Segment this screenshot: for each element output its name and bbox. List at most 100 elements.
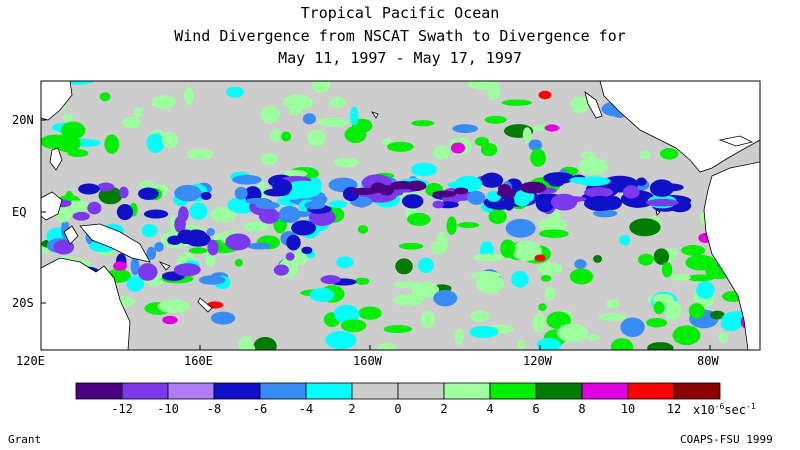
field-patch	[410, 162, 438, 177]
field-patch	[513, 193, 531, 207]
colorbar-swatch	[167, 382, 215, 400]
field-patch	[260, 152, 278, 166]
field-patch	[522, 127, 532, 143]
field-patch	[307, 129, 326, 147]
colorbar-tick-label: -6	[252, 402, 268, 416]
colorbar-units: x10-6sec-1	[693, 402, 756, 417]
field-patch	[258, 208, 280, 224]
field-patch	[273, 264, 289, 276]
field-patch	[649, 179, 674, 197]
field-patch	[501, 99, 532, 106]
field-patch	[234, 258, 243, 267]
colorbar-tick-label: 12	[666, 402, 682, 416]
land-galapagos	[655, 209, 661, 216]
axis-ticks	[41, 119, 711, 350]
lon-label-160w: 160W	[353, 354, 382, 368]
field-patch	[270, 128, 282, 142]
field-patch	[536, 337, 561, 350]
land-sulawesi	[63, 225, 79, 245]
field-patch	[535, 194, 555, 213]
field-patch	[328, 97, 346, 108]
field-patch	[638, 253, 654, 266]
field-patch	[97, 182, 115, 192]
field-patch	[661, 262, 673, 278]
field-patch	[488, 209, 507, 224]
field-patch	[469, 326, 499, 338]
colorbar-swatch	[443, 382, 491, 400]
field-patch	[539, 229, 569, 239]
field-patch	[151, 95, 176, 109]
field-patch	[570, 96, 589, 114]
colorbar-tick-label: -8	[206, 402, 222, 416]
field-patch	[334, 157, 360, 168]
colorbar-tick-label: 10	[620, 402, 636, 416]
field-patch	[350, 106, 359, 126]
land-north-america	[599, 81, 760, 173]
field-patch	[328, 200, 348, 209]
field-patch	[189, 202, 208, 220]
field-patch	[387, 141, 414, 152]
land-solomon	[158, 261, 171, 271]
field-patch	[496, 189, 514, 197]
field-patch	[557, 323, 589, 343]
field-patch	[118, 186, 129, 199]
field-patch	[350, 187, 378, 195]
lat-label-20n: 20N	[12, 113, 34, 127]
field-patch	[126, 275, 145, 292]
field-patch	[382, 138, 392, 146]
field-patch	[538, 303, 547, 312]
field-patch	[480, 142, 498, 157]
field-patch	[146, 133, 165, 154]
field-patch	[576, 176, 611, 187]
lon-label-120w: 120W	[523, 354, 552, 368]
field-patch	[255, 201, 280, 210]
field-patch	[336, 256, 354, 269]
field-patch	[53, 239, 75, 255]
lat-label-20s: 20S	[12, 296, 34, 310]
field-patch	[473, 253, 505, 261]
field-patch	[598, 313, 627, 321]
land-baja	[584, 91, 603, 119]
field-patch	[173, 263, 201, 277]
field-patch	[340, 319, 367, 333]
colorbar-swatch	[305, 382, 353, 400]
field-patch	[311, 81, 330, 93]
field-patch	[532, 312, 546, 333]
colorbar-swatch	[259, 382, 307, 400]
field-patch	[146, 246, 157, 260]
field-patch	[383, 325, 412, 334]
field-patch	[184, 86, 194, 106]
field-patch	[672, 325, 701, 346]
field-patch	[283, 94, 313, 111]
field-patch	[505, 218, 536, 238]
field-patch	[393, 293, 424, 307]
title-line-1: Tropical Pacific Ocean	[300, 4, 500, 22]
land-masses	[41, 81, 760, 350]
field-patch	[65, 191, 74, 203]
field-patch	[569, 268, 594, 285]
field-patch	[436, 231, 448, 250]
field-patch	[534, 254, 546, 262]
field-patch	[544, 286, 556, 302]
field-patch	[104, 134, 120, 154]
field-patch	[407, 212, 431, 226]
field-patch	[411, 282, 440, 298]
field-patch	[154, 241, 164, 252]
field-patch	[432, 190, 457, 198]
colorbar-tick-label: -10	[157, 402, 179, 416]
field-patch	[476, 274, 504, 294]
field-patch	[433, 145, 450, 160]
field-patch	[284, 169, 308, 178]
field-patch	[519, 181, 547, 194]
field-patch	[602, 196, 622, 210]
field-patch	[285, 252, 295, 261]
field-patch	[578, 158, 609, 176]
field-patch	[620, 317, 645, 337]
field-patch	[457, 221, 480, 229]
field-patch	[302, 113, 316, 125]
field-patch	[418, 257, 434, 274]
field-patch	[659, 148, 679, 160]
colorbar-swatch	[581, 382, 629, 400]
field-patch	[78, 183, 100, 195]
field-patch	[286, 234, 301, 251]
